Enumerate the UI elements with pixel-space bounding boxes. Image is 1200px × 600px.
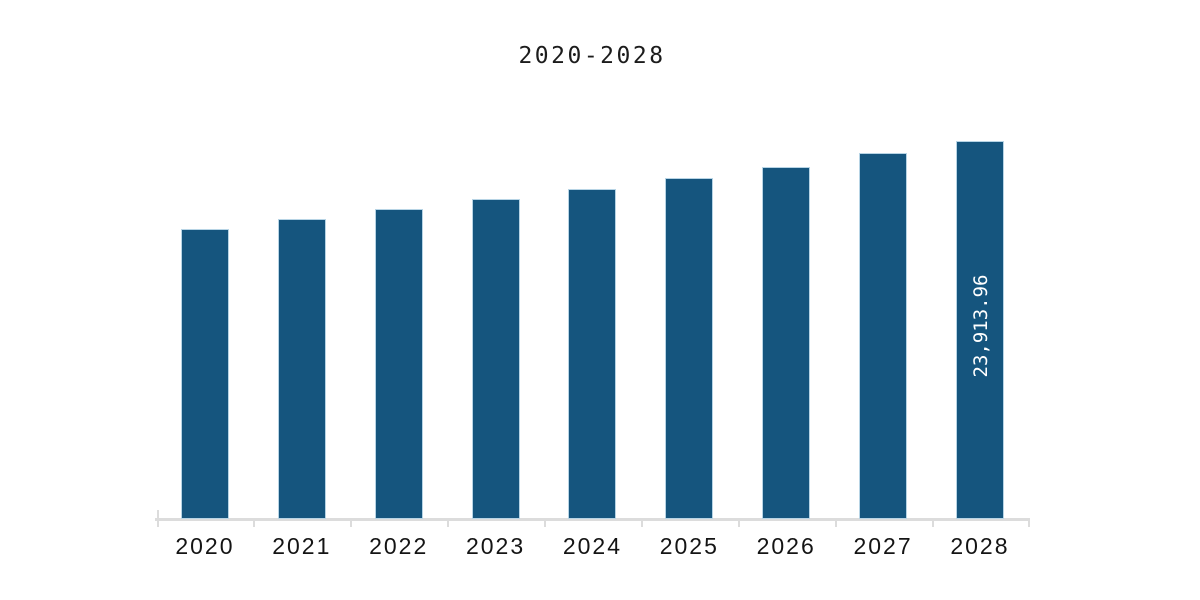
bar-2024 xyxy=(568,188,617,519)
x-tick-label-2020: 2020 xyxy=(175,533,235,559)
x-axis-left-stub xyxy=(156,510,159,518)
bar-2025 xyxy=(665,178,714,519)
bar-2022 xyxy=(374,209,423,519)
x-axis-tick xyxy=(156,520,159,527)
x-axis-tick xyxy=(931,520,934,527)
x-tick-label-2028: 2028 xyxy=(950,533,1010,559)
x-axis-tick xyxy=(544,520,546,527)
x-axis-tick xyxy=(834,520,837,527)
bar-2027 xyxy=(859,153,908,519)
x-tick-label-2027: 2027 xyxy=(853,533,913,559)
x-tick-label-2024: 2024 xyxy=(562,533,623,559)
x-axis-tick xyxy=(253,520,256,527)
x-axis-line xyxy=(154,518,1031,521)
chart-title: 2020-2028 xyxy=(518,43,666,69)
bar-2020 xyxy=(180,228,229,519)
x-tick-label-2021: 2021 xyxy=(272,533,332,559)
x-axis-tick xyxy=(737,520,740,527)
bar-2028 xyxy=(955,141,1004,519)
x-axis-tick xyxy=(447,520,450,527)
bar-2023 xyxy=(471,199,520,519)
bar-2026 xyxy=(762,166,811,519)
x-axis-tick xyxy=(640,520,643,527)
bar-2021 xyxy=(277,218,326,519)
bar-value-label-2028: 23,913.96 xyxy=(969,274,992,378)
x-axis-tick xyxy=(1028,520,1031,527)
x-tick-label-2025: 2025 xyxy=(659,533,719,559)
x-axis-tick xyxy=(350,520,353,527)
x-tick-label-2026: 2026 xyxy=(756,533,816,559)
x-tick-label-2022: 2022 xyxy=(369,533,429,559)
x-tick-label-2023: 2023 xyxy=(465,533,526,559)
